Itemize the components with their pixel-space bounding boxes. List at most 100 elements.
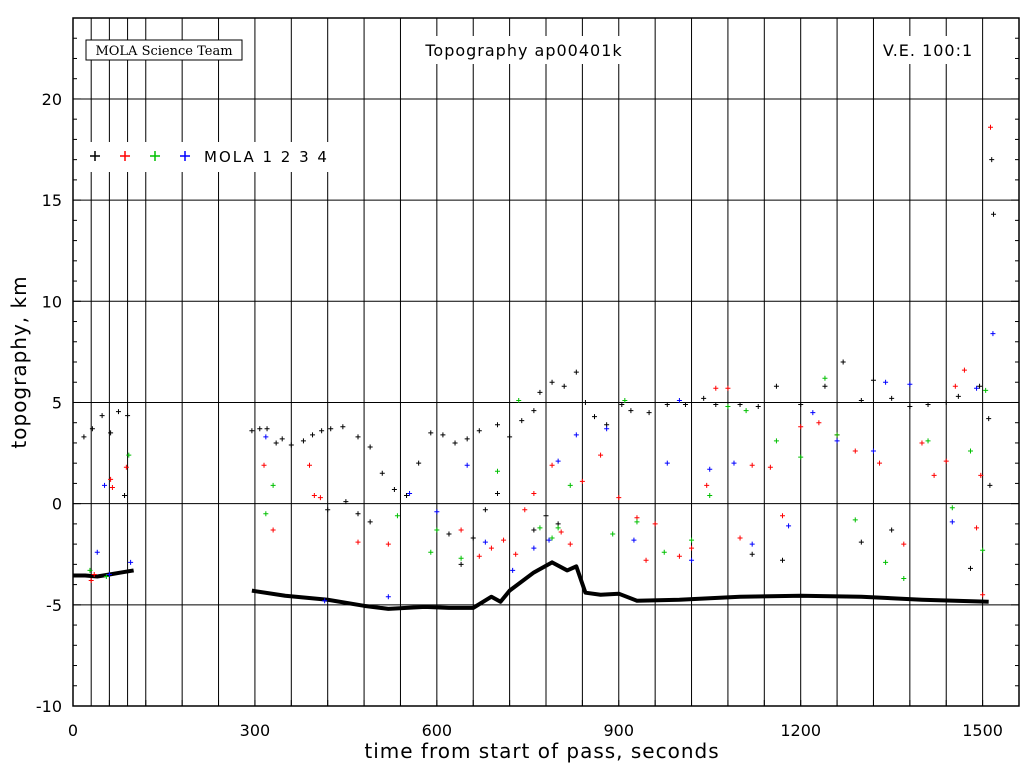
ve-box (874, 36, 982, 64)
series-2-point (501, 537, 507, 543)
series-2-point (961, 367, 967, 373)
series-2-point (616, 495, 622, 501)
series-2-point (522, 507, 528, 513)
series-2-point (974, 525, 980, 531)
series-1-point (328, 426, 334, 432)
team-label-box (85, 39, 243, 61)
series-2-point (952, 383, 958, 389)
series-1-point (482, 507, 488, 513)
series-1-point (416, 460, 422, 466)
series-1-point (379, 470, 385, 476)
series-1-point (986, 416, 992, 422)
series-4-point (749, 541, 755, 547)
series-1-point (343, 499, 349, 505)
series-2-point (798, 424, 804, 430)
series-2-point (931, 472, 937, 478)
series-3-point (852, 517, 858, 523)
series-4-point (689, 557, 695, 563)
series-4-point (604, 426, 610, 432)
series-3-point (567, 482, 573, 488)
series-1-point (822, 383, 828, 389)
series-1-point (288, 442, 294, 448)
title-box (404, 36, 644, 64)
series-1-point (664, 401, 670, 407)
series-1-point (755, 404, 761, 410)
series-1-point (446, 531, 452, 537)
legend-marker-2 (120, 151, 130, 161)
series-2-point (458, 527, 464, 533)
scatter-points (81, 124, 997, 604)
series-3-point (661, 549, 667, 555)
series-3-point (634, 519, 640, 525)
series-1-point (310, 432, 316, 438)
series-3-point (822, 375, 828, 381)
series-1-point (889, 527, 895, 533)
series-4-point (907, 381, 913, 387)
series-1-point (646, 410, 652, 416)
series-3-point (983, 387, 989, 393)
y-tick-label: -10 (36, 697, 62, 716)
series-3-point (555, 525, 561, 531)
series-1-point (561, 383, 567, 389)
series-1-point (749, 551, 755, 557)
series-4-point (786, 523, 792, 529)
series-4-point (949, 519, 955, 525)
series-1-point (89, 426, 95, 432)
series-1-point (619, 401, 625, 407)
series-1-point (470, 535, 476, 541)
legend-text: MOLA 1 2 3 4 (204, 148, 329, 166)
series-2-point (901, 541, 907, 547)
series-3-point (126, 452, 132, 458)
series-1-point (682, 401, 688, 407)
series-2-point (980, 592, 986, 598)
series-2-point (108, 476, 114, 482)
series-2-point (749, 462, 755, 468)
chart-title: Topography ap00401k (424, 41, 622, 60)
series-1-point (452, 440, 458, 446)
series-1-point (440, 432, 446, 438)
series-2-point (88, 578, 94, 584)
series-1-point (279, 436, 285, 442)
series-1-point (391, 486, 397, 492)
series-4-point (407, 491, 413, 497)
series-1-point (476, 428, 482, 434)
series-1-point (367, 519, 373, 525)
x-tick-label: 300 (240, 721, 271, 740)
series-1-point (494, 491, 500, 497)
series-2-point (123, 464, 129, 470)
series-3-point (434, 527, 440, 533)
legend-marker-3 (150, 151, 160, 161)
series-1-point (907, 404, 913, 410)
y-tick-label: 5 (52, 393, 62, 412)
series-3-point (901, 576, 907, 582)
series-1-point (494, 422, 500, 428)
y-tick-label: 20 (42, 90, 62, 109)
legend-markers (90, 151, 190, 161)
series-2-point (816, 420, 822, 426)
series-3-point (707, 493, 713, 499)
series-2-point (109, 484, 115, 490)
legend-marker-1 (90, 151, 100, 161)
series-2-point (652, 521, 658, 527)
series-2-point (737, 535, 743, 541)
series-1-point (428, 430, 434, 436)
series-2-point (877, 460, 883, 466)
team-label: MOLA Science Team (95, 44, 232, 59)
series-3-point (270, 482, 276, 488)
series-2-point (355, 539, 361, 545)
series-1-point (249, 428, 255, 434)
series-1-point (989, 157, 995, 163)
y-tick-label: -5 (46, 596, 62, 615)
series-1-point (325, 507, 331, 513)
y-tick-label: 10 (42, 292, 62, 311)
series-2-point (270, 527, 276, 533)
series-2-point (780, 513, 785, 519)
series-1-point (531, 408, 537, 414)
x-tick-label: 1200 (780, 721, 821, 740)
series-1-point (573, 369, 579, 375)
series-2-point (919, 440, 925, 446)
series-3-point (458, 555, 464, 561)
series-1-point (108, 430, 114, 436)
series-2-point (713, 385, 719, 391)
series-4-point (870, 448, 876, 454)
